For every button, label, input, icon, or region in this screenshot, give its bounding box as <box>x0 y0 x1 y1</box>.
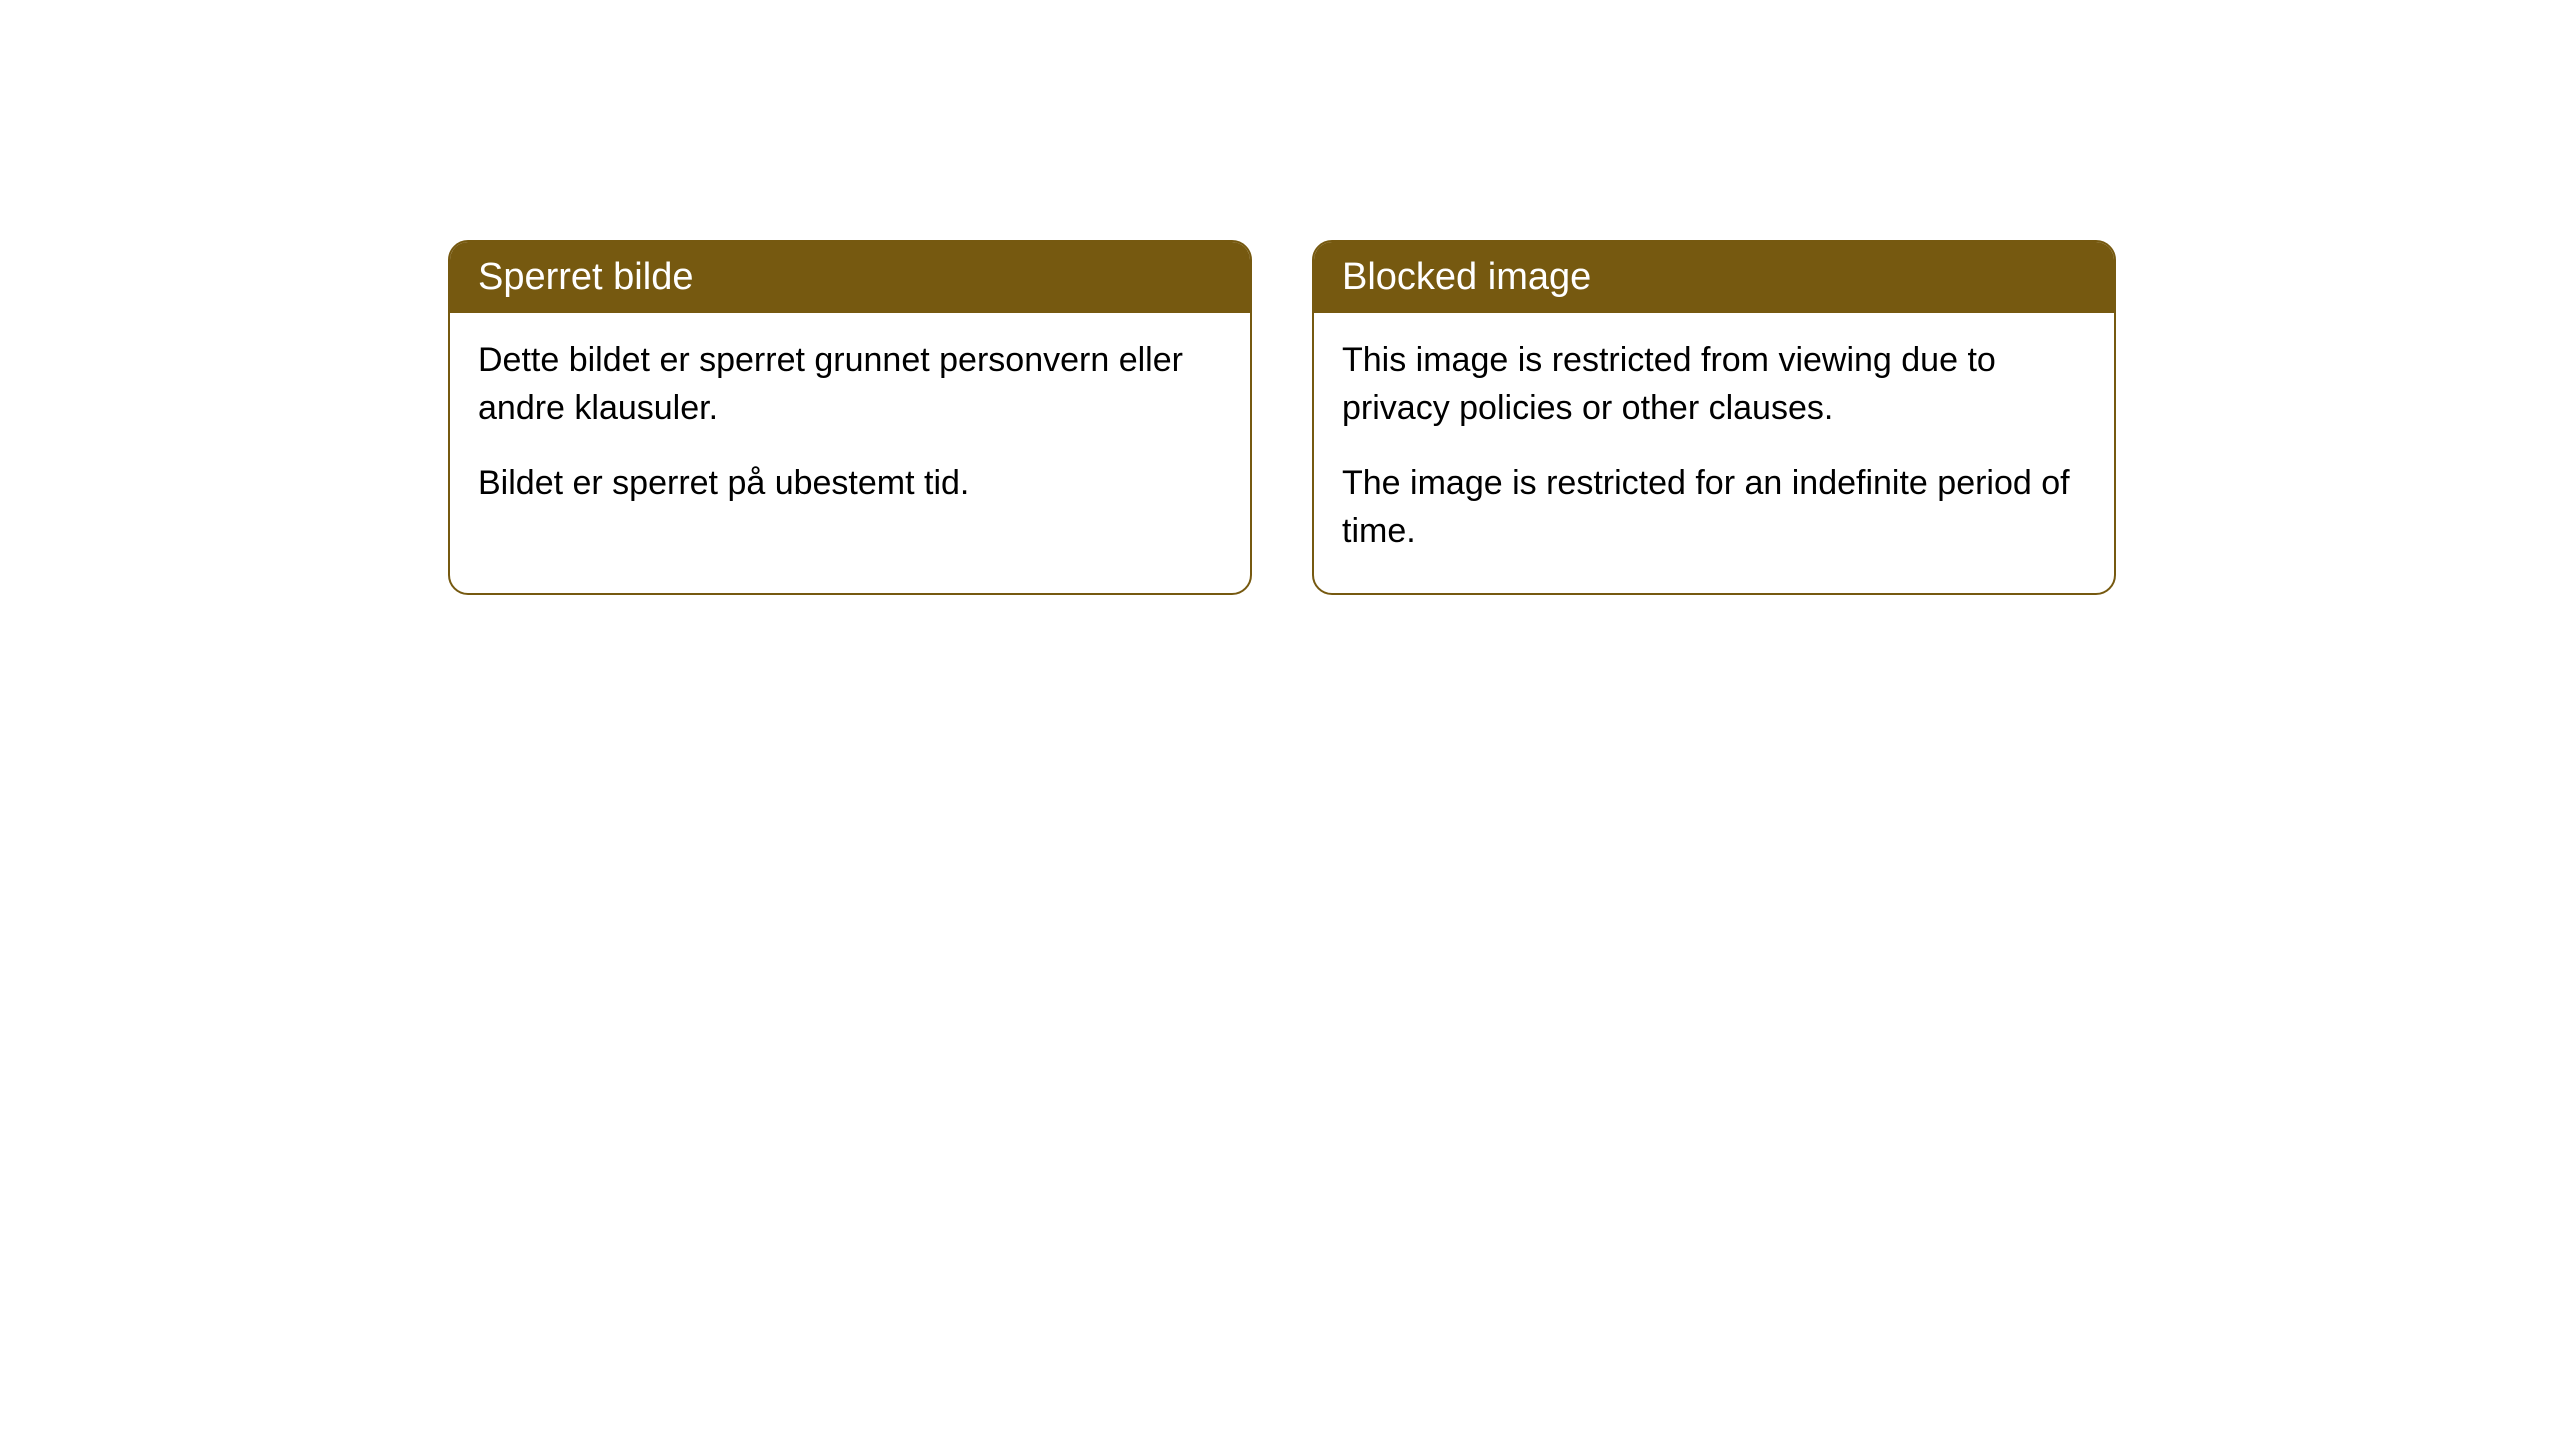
card-norwegian: Sperret bilde Dette bildet er sperret gr… <box>448 240 1252 595</box>
card-header-english: Blocked image <box>1314 242 2114 313</box>
cards-container: Sperret bilde Dette bildet er sperret gr… <box>448 240 2560 595</box>
card-paragraph-1-norwegian: Dette bildet er sperret grunnet personve… <box>478 337 1222 432</box>
card-paragraph-1-english: This image is restricted from viewing du… <box>1342 337 2086 432</box>
card-english: Blocked image This image is restricted f… <box>1312 240 2116 595</box>
card-title-norwegian: Sperret bilde <box>478 256 693 298</box>
card-paragraph-2-norwegian: Bildet er sperret på ubestemt tid. <box>478 460 1222 508</box>
card-body-norwegian: Dette bildet er sperret grunnet personve… <box>450 313 1250 546</box>
card-header-norwegian: Sperret bilde <box>450 242 1250 313</box>
card-paragraph-2-english: The image is restricted for an indefinit… <box>1342 460 2086 555</box>
card-title-english: Blocked image <box>1342 256 1591 298</box>
card-body-english: This image is restricted from viewing du… <box>1314 313 2114 593</box>
